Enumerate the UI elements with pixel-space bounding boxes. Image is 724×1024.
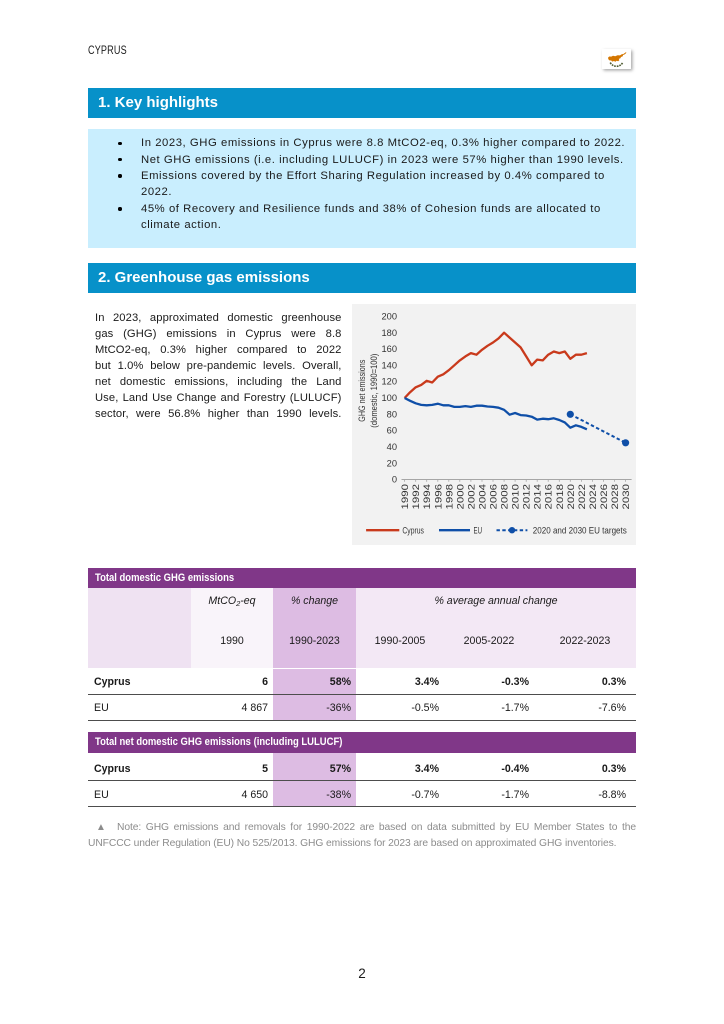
svg-text:1998: 1998 <box>445 484 455 510</box>
svg-text:160: 160 <box>382 344 398 354</box>
svg-text:2014: 2014 <box>533 484 543 510</box>
svg-text:200: 200 <box>382 311 398 321</box>
svg-text:180: 180 <box>382 328 398 338</box>
svg-text:0: 0 <box>392 474 397 484</box>
svg-text:(domestic, 1990=100): (domestic, 1990=100) <box>369 353 379 427</box>
svg-text:2008: 2008 <box>500 484 510 510</box>
svg-text:140: 140 <box>382 360 398 370</box>
svg-text:1996: 1996 <box>434 484 444 510</box>
svg-text:2010: 2010 <box>511 484 521 510</box>
svg-text:2000: 2000 <box>456 484 466 510</box>
svg-text:1990: 1990 <box>400 484 410 510</box>
svg-text:2004: 2004 <box>478 484 488 510</box>
svg-text:40: 40 <box>387 442 397 452</box>
svg-text:EU: EU <box>474 525 483 536</box>
svg-text:GHG net emissions: GHG net emissions <box>358 359 368 421</box>
svg-text:2020 and 2030 EU targets: 2020 and 2030 EU targets <box>533 525 627 536</box>
svg-text:1994: 1994 <box>423 484 433 510</box>
svg-text:2002: 2002 <box>467 484 477 510</box>
svg-text:Cyprus: Cyprus <box>403 525 425 536</box>
svg-text:2030: 2030 <box>621 484 631 510</box>
svg-text:100: 100 <box>382 393 398 403</box>
svg-text:2026: 2026 <box>599 484 609 510</box>
svg-text:2016: 2016 <box>544 484 554 510</box>
svg-text:1992: 1992 <box>412 484 422 510</box>
svg-text:60: 60 <box>387 425 397 435</box>
svg-text:2018: 2018 <box>555 484 565 510</box>
svg-text:20: 20 <box>387 458 397 468</box>
svg-text:2022: 2022 <box>577 484 587 510</box>
svg-text:2028: 2028 <box>610 484 620 510</box>
svg-text:80: 80 <box>387 409 397 419</box>
svg-text:2006: 2006 <box>489 484 499 510</box>
svg-text:2024: 2024 <box>588 484 598 510</box>
svg-text:120: 120 <box>382 376 398 386</box>
svg-text:2020: 2020 <box>566 484 576 510</box>
svg-text:2012: 2012 <box>522 484 532 510</box>
